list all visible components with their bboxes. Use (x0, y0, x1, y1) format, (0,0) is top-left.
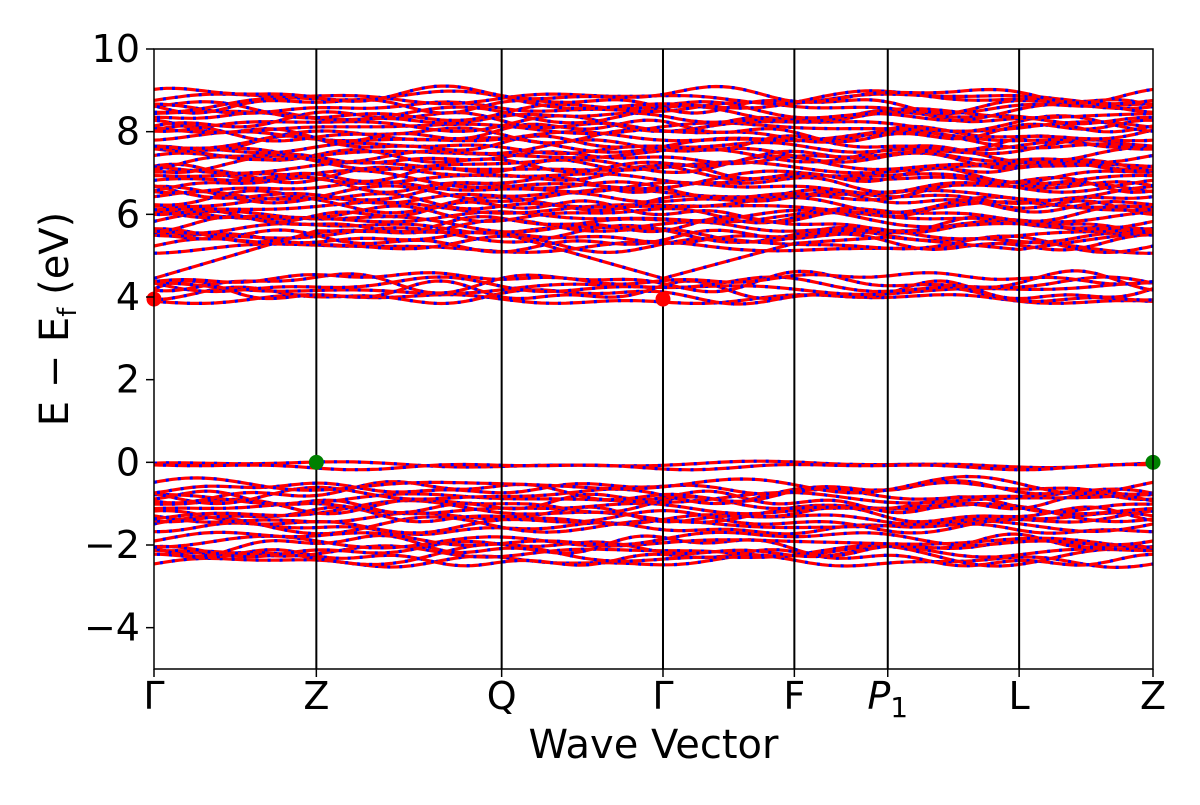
k-point-label: Z (1140, 674, 1166, 718)
band-curve (153, 534, 1154, 550)
band-curve-dash (153, 485, 1154, 506)
k-point-label: Γ (652, 674, 673, 718)
x-axis-title: Wave Vector (529, 722, 780, 768)
band-curve (153, 108, 1154, 134)
k-point-label: F (783, 674, 805, 718)
y-tick-label: −4 (84, 606, 140, 650)
k-point-label: L (1009, 674, 1030, 718)
band-curve-dash (153, 158, 1154, 184)
x-axis-ticks: Γ Z Q Γ F P1 L Z (143, 669, 1166, 724)
band-curve (153, 168, 1154, 194)
y-tick-label: 4 (116, 275, 140, 319)
band-curve-dash (153, 220, 1154, 235)
band-curve (153, 271, 1154, 286)
y-axis-title: E − Ef (eV) (32, 212, 83, 427)
y-tick-label: 10 (92, 27, 140, 71)
k-point-label: Z (303, 674, 329, 718)
band-curve-dash (154, 195, 1153, 215)
band-curve-dispersive-dash (153, 229, 1154, 281)
band-curve-dash (153, 154, 1154, 174)
band-curve (153, 542, 1154, 568)
band-curve-dash (153, 92, 1154, 106)
band-curve (153, 505, 1154, 524)
band-curve-dash (153, 118, 1154, 144)
extrema-markers (146, 291, 1161, 470)
band-curve-dash (153, 140, 1154, 156)
band-curve (153, 84, 1154, 105)
band-curve (153, 150, 1154, 166)
plot-frame (153, 48, 1154, 670)
band-curve-dash (153, 100, 1153, 116)
band-curve-dash (153, 489, 1154, 515)
k-point-label: P1 (867, 674, 908, 724)
band-curve (153, 520, 1154, 536)
band-curve-dash (153, 553, 1154, 570)
y-axis-title-subscript: f (53, 307, 83, 317)
y-axis-title-unit: (eV) (32, 212, 78, 308)
high-symmetry-lines (315, 49, 1021, 669)
band-curve (153, 204, 1154, 225)
y-tick-label: −2 (84, 523, 140, 567)
bands-layer (153, 84, 1154, 570)
y-axis-ticks: −4 −2 0 2 4 6 8 10 (84, 27, 154, 650)
band-curve-dash (153, 180, 1154, 196)
band-curve (153, 474, 1154, 495)
vbm-marker (308, 454, 324, 470)
band-curve (153, 120, 1154, 136)
cbm-marker (655, 291, 671, 307)
y-tick-label: 8 (116, 110, 140, 154)
band-curve-dash (153, 530, 1154, 547)
k-point-label: Γ (143, 674, 164, 718)
y-axis-title-main: E − E (32, 317, 78, 427)
k-point-label: Q (487, 674, 517, 718)
band-curve-dash (153, 511, 1154, 526)
band-curve (153, 490, 1154, 506)
band-curve (153, 144, 1153, 165)
y-tick-label: 0 (116, 440, 140, 484)
band-curve-dash (153, 129, 1154, 154)
y-tick-label: 2 (116, 358, 140, 402)
y-tick-label: 6 (116, 192, 140, 236)
band-curve-dash (153, 532, 1154, 558)
